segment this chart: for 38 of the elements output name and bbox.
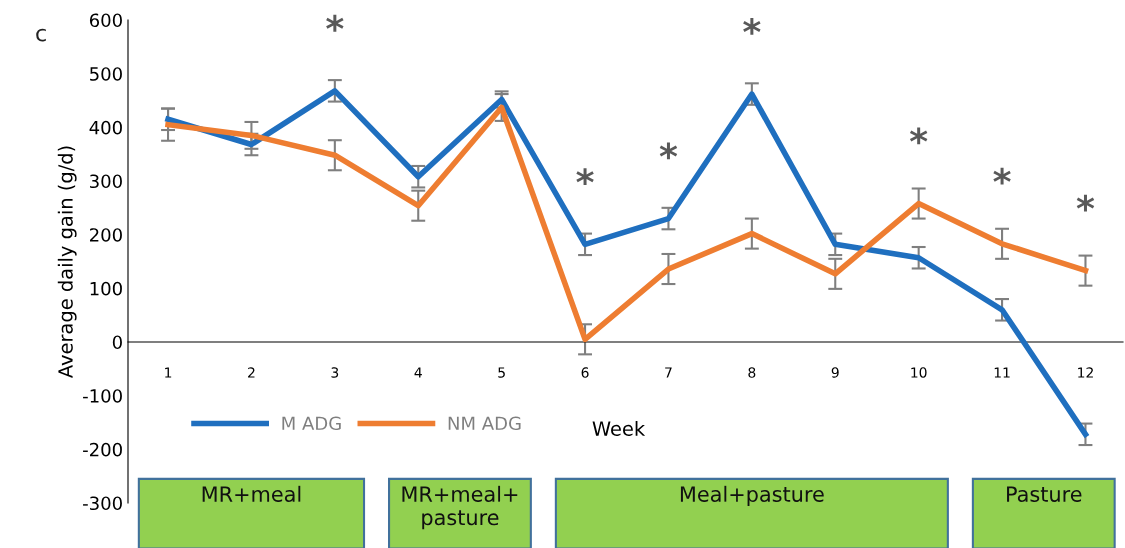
x-tick-label: 12 bbox=[1078, 367, 1093, 378]
x-tick-label: 9 bbox=[831, 367, 839, 378]
band-label: MR+meal bbox=[202, 485, 301, 502]
annotation: * bbox=[1076, 194, 1095, 212]
text: c bbox=[36, 28, 46, 42]
x-tick-label: 6 bbox=[581, 367, 589, 378]
x-tick-label: 1 bbox=[165, 367, 172, 378]
x-tick-label: 10 bbox=[911, 367, 927, 378]
y-tick-label: 300 bbox=[90, 174, 122, 189]
y-tick-label: -100 bbox=[83, 389, 122, 403]
y-tick-label: 400 bbox=[89, 120, 122, 135]
y-tick-label: 500 bbox=[90, 67, 122, 81]
x-tick-label: 11 bbox=[994, 367, 1010, 378]
x-tick-label: 3 bbox=[331, 367, 339, 378]
y-tick-label: 200 bbox=[90, 228, 122, 242]
y-tick-label: 100 bbox=[90, 281, 122, 296]
annotation: * bbox=[743, 18, 761, 35]
x-tick-label: 4 bbox=[414, 367, 422, 378]
x-tick-label: 2 bbox=[248, 367, 255, 378]
annotation: * bbox=[576, 168, 594, 186]
y-tick-label: -300 bbox=[83, 496, 122, 511]
x-axis-title: Week bbox=[592, 420, 646, 436]
annotation: * bbox=[659, 142, 678, 160]
y-tick-label: -200 bbox=[83, 442, 122, 457]
annotation: * bbox=[326, 14, 344, 32]
band-label: Meal+pasture bbox=[680, 485, 824, 506]
y-tick-label: 0 bbox=[112, 335, 122, 350]
y-tick-label: 600 bbox=[89, 13, 122, 28]
annotation: * bbox=[909, 127, 928, 145]
legend-label: NM ADG bbox=[448, 416, 521, 431]
band-label: MR+meal+ pasture bbox=[402, 485, 518, 530]
x-tick-label: 8 bbox=[748, 367, 756, 378]
x-tick-label: 5 bbox=[498, 367, 505, 378]
legend-label: M ADG bbox=[282, 416, 341, 431]
x-tick-label: 7 bbox=[665, 367, 672, 378]
annotation: * bbox=[993, 167, 1011, 185]
band-label: Pasture bbox=[1007, 486, 1082, 502]
y-axis-title: Average daily gain (g/d) bbox=[57, 146, 77, 379]
